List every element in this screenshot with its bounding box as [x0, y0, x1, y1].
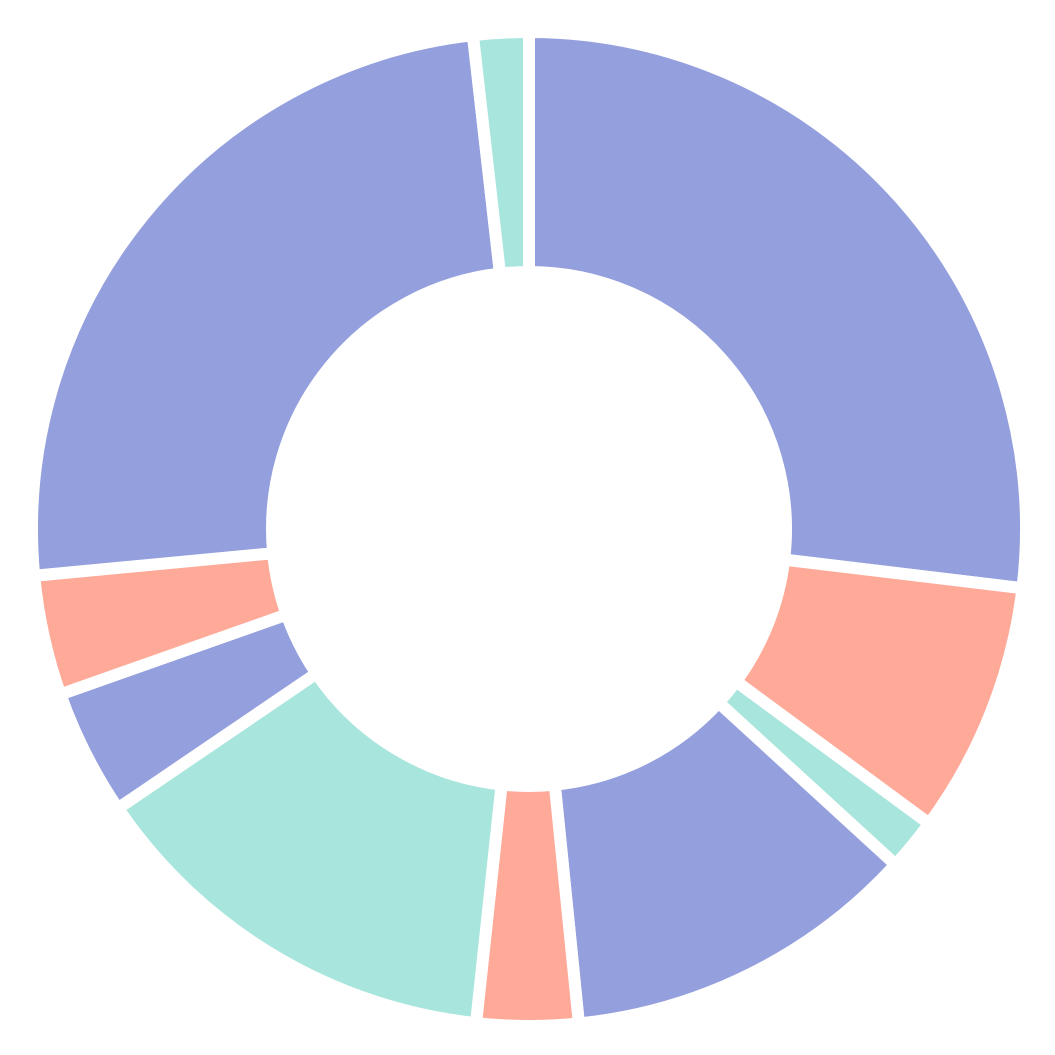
pie-slice-10: [466, 26, 535, 280]
pie-slice-9: [26, 29, 506, 582]
pie-slice-6: [111, 667, 508, 1030]
donut-slices: [26, 26, 1032, 1032]
pie-slice-1: [523, 26, 1032, 595]
pie-slice-4: [548, 696, 902, 1030]
